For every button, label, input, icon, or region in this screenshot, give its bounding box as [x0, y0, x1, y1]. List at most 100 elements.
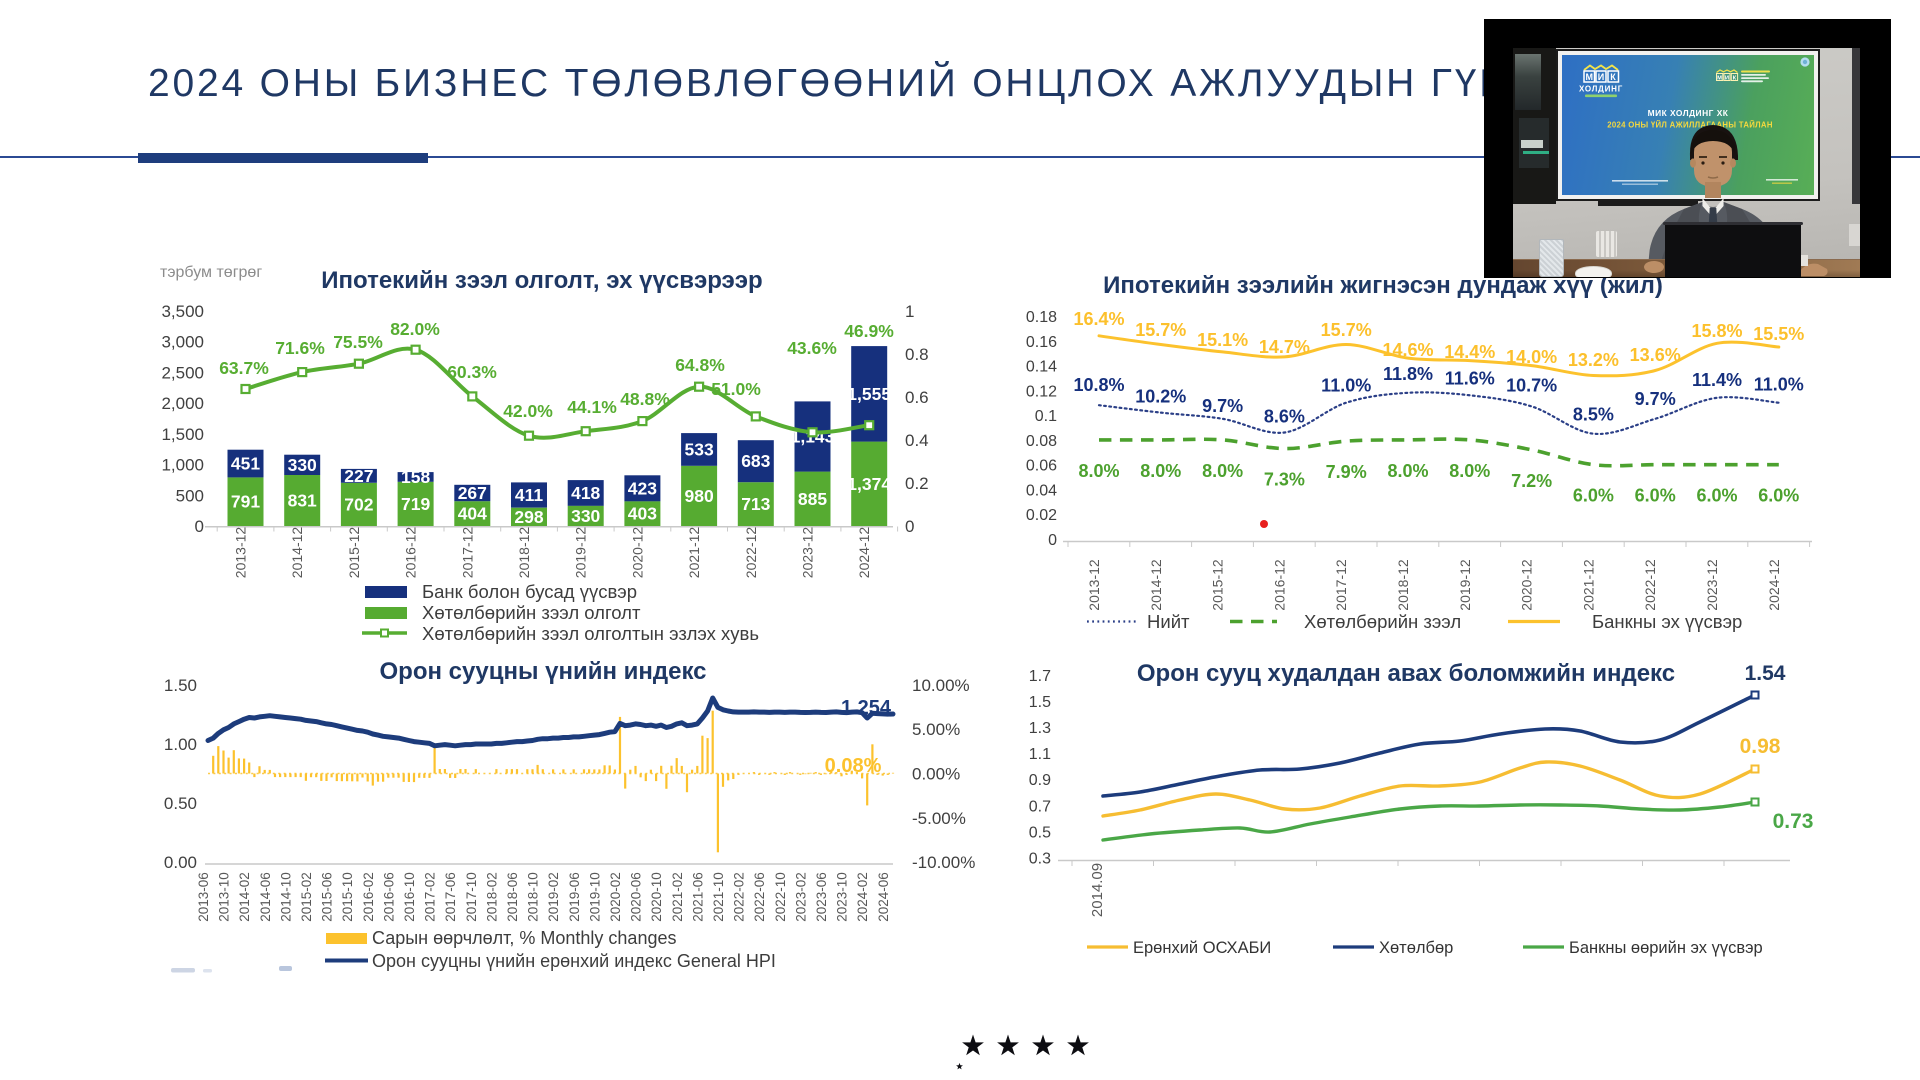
svg-text:Хөтөлбөрийн зээл олголт: Хөтөлбөрийн зээл олголт: [422, 602, 641, 623]
svg-text:2021-12: 2021-12: [1580, 559, 1596, 611]
svg-text:1.254: 1.254: [841, 697, 892, 719]
svg-text:Сарын өөрчлөлт, % Monthly chan: Сарын өөрчлөлт, % Monthly changes: [372, 928, 676, 948]
svg-text:К: К: [1610, 72, 1616, 82]
svg-text:0: 0: [195, 517, 204, 536]
svg-text:2024-12: 2024-12: [856, 527, 872, 579]
svg-text:Банкны өөрийн эх үүсвэр: Банкны өөрийн эх үүсвэр: [1569, 939, 1763, 957]
svg-text:2023-10: 2023-10: [835, 872, 850, 922]
svg-text:15.7%: 15.7%: [1135, 320, 1186, 340]
svg-text:16.4%: 16.4%: [1073, 309, 1124, 329]
svg-text:2017-12: 2017-12: [459, 527, 475, 579]
svg-text:2013-06: 2013-06: [196, 872, 211, 922]
svg-text:0.08%: 0.08%: [825, 755, 882, 777]
svg-text:2022-10: 2022-10: [773, 872, 788, 922]
svg-text:6.0%: 6.0%: [1573, 486, 1614, 506]
svg-text:11.0%: 11.0%: [1754, 375, 1804, 395]
svg-text:713: 713: [741, 494, 770, 514]
svg-text:885: 885: [798, 489, 827, 509]
svg-text:298: 298: [514, 507, 543, 527]
svg-text:2018-02: 2018-02: [484, 872, 499, 922]
svg-text:2019-02: 2019-02: [546, 872, 561, 922]
svg-text:2015-12: 2015-12: [1210, 559, 1226, 611]
svg-text:И: И: [1597, 72, 1603, 82]
svg-text:0.04: 0.04: [1026, 483, 1057, 500]
svg-text:10.00%: 10.00%: [912, 676, 970, 695]
svg-text:411: 411: [515, 485, 543, 505]
svg-text:0.02: 0.02: [1026, 507, 1057, 524]
svg-text:2017-12: 2017-12: [1333, 559, 1349, 611]
svg-text:8.5%: 8.5%: [1573, 405, 1614, 425]
svg-text:-5.00%: -5.00%: [912, 809, 966, 828]
svg-text:8.0%: 8.0%: [1140, 461, 1181, 481]
svg-text:403: 403: [628, 504, 657, 524]
svg-text:ХОЛДИНГ: ХОЛДИНГ: [1578, 85, 1622, 94]
svg-text:330: 330: [571, 506, 600, 526]
svg-text:0.1: 0.1: [1035, 408, 1057, 425]
svg-text:2018-12: 2018-12: [516, 527, 532, 579]
svg-text:2020-02: 2020-02: [608, 872, 623, 922]
svg-text:0.16: 0.16: [1026, 334, 1057, 351]
svg-text:2024-12: 2024-12: [1766, 559, 1782, 611]
svg-text:2019-12: 2019-12: [573, 527, 589, 579]
svg-text:2015-12: 2015-12: [346, 527, 362, 579]
svg-text:14.4%: 14.4%: [1444, 342, 1495, 362]
svg-text:42.0%: 42.0%: [503, 401, 553, 421]
svg-text:0.3: 0.3: [1029, 851, 1051, 868]
svg-text:Нийт: Нийт: [1147, 611, 1190, 632]
svg-text:Орон сууцны үнийн ерөнхий инде: Орон сууцны үнийн ерөнхий индекс General…: [372, 951, 776, 971]
svg-text:82.0%: 82.0%: [390, 319, 440, 339]
svg-text:Банкны эх үүсвэр: Банкны эх үүсвэр: [1592, 611, 1742, 632]
svg-text:6.0%: 6.0%: [1696, 486, 1737, 506]
svg-text:702: 702: [344, 494, 373, 514]
svg-text:7.9%: 7.9%: [1326, 462, 1367, 482]
svg-text:75.5%: 75.5%: [333, 332, 383, 352]
svg-text:1,374: 1,374: [847, 474, 891, 494]
svg-text:1.54: 1.54: [1745, 662, 1786, 685]
svg-text:0.00%: 0.00%: [912, 765, 960, 784]
svg-text:8.0%: 8.0%: [1387, 461, 1428, 481]
svg-text:Орон сууц худалдан авах боломж: Орон сууц худалдан авах боломжийн индекс: [1137, 660, 1675, 687]
svg-text:0: 0: [905, 517, 914, 536]
svg-text:10.2%: 10.2%: [1135, 387, 1186, 407]
svg-text:1.00: 1.00: [164, 735, 197, 754]
svg-text:2023-12: 2023-12: [1704, 559, 1720, 611]
svg-text:8.6%: 8.6%: [1264, 407, 1305, 427]
svg-text:И: И: [1724, 75, 1728, 81]
svg-text:831: 831: [288, 491, 317, 511]
svg-text:404: 404: [458, 504, 487, 524]
svg-text:0.06: 0.06: [1026, 458, 1057, 475]
svg-text:227: 227: [344, 466, 373, 486]
svg-text:2013-10: 2013-10: [217, 872, 232, 922]
svg-text:0.9: 0.9: [1029, 772, 1051, 789]
svg-text:0.14: 0.14: [1026, 359, 1057, 376]
svg-text:Орон сууцны үнийн индекс: Орон сууцны үнийн индекс: [380, 658, 707, 685]
svg-text:8.0%: 8.0%: [1078, 461, 1119, 481]
svg-text:0.4: 0.4: [905, 431, 929, 450]
svg-text:Ерөнхий ОСХАБИ: Ерөнхий ОСХАБИ: [1133, 939, 1271, 957]
svg-text:1,500: 1,500: [161, 425, 204, 444]
svg-text:Хөтөлбөрийн зээл: Хөтөлбөрийн зээл: [1304, 611, 1461, 632]
svg-text:2018-06: 2018-06: [505, 872, 520, 922]
svg-text:2019-10: 2019-10: [587, 872, 602, 922]
svg-text:10.8%: 10.8%: [1073, 375, 1124, 395]
svg-text:11.8%: 11.8%: [1383, 364, 1433, 384]
svg-text:2020-10: 2020-10: [649, 872, 664, 922]
svg-text:0: 0: [1048, 532, 1057, 549]
svg-text:2016-10: 2016-10: [402, 872, 417, 922]
svg-text:2017-02: 2017-02: [423, 872, 438, 922]
svg-text:0.73: 0.73: [1773, 810, 1814, 833]
svg-text:2015-02: 2015-02: [299, 872, 314, 922]
svg-text:0.8: 0.8: [905, 345, 929, 364]
svg-text:2014-12: 2014-12: [1148, 559, 1164, 611]
svg-text:15.5%: 15.5%: [1753, 324, 1804, 344]
svg-text:2021-12: 2021-12: [686, 527, 702, 579]
svg-text:64.8%: 64.8%: [675, 355, 725, 375]
svg-text:2016-02: 2016-02: [361, 872, 376, 922]
svg-text:330: 330: [288, 455, 317, 475]
svg-text:14.6%: 14.6%: [1382, 340, 1433, 360]
svg-text:451: 451: [231, 454, 260, 474]
svg-text:15.1%: 15.1%: [1197, 330, 1248, 350]
svg-text:1: 1: [905, 302, 914, 321]
svg-text:2020-06: 2020-06: [629, 872, 644, 922]
svg-text:2021-02: 2021-02: [670, 872, 685, 922]
